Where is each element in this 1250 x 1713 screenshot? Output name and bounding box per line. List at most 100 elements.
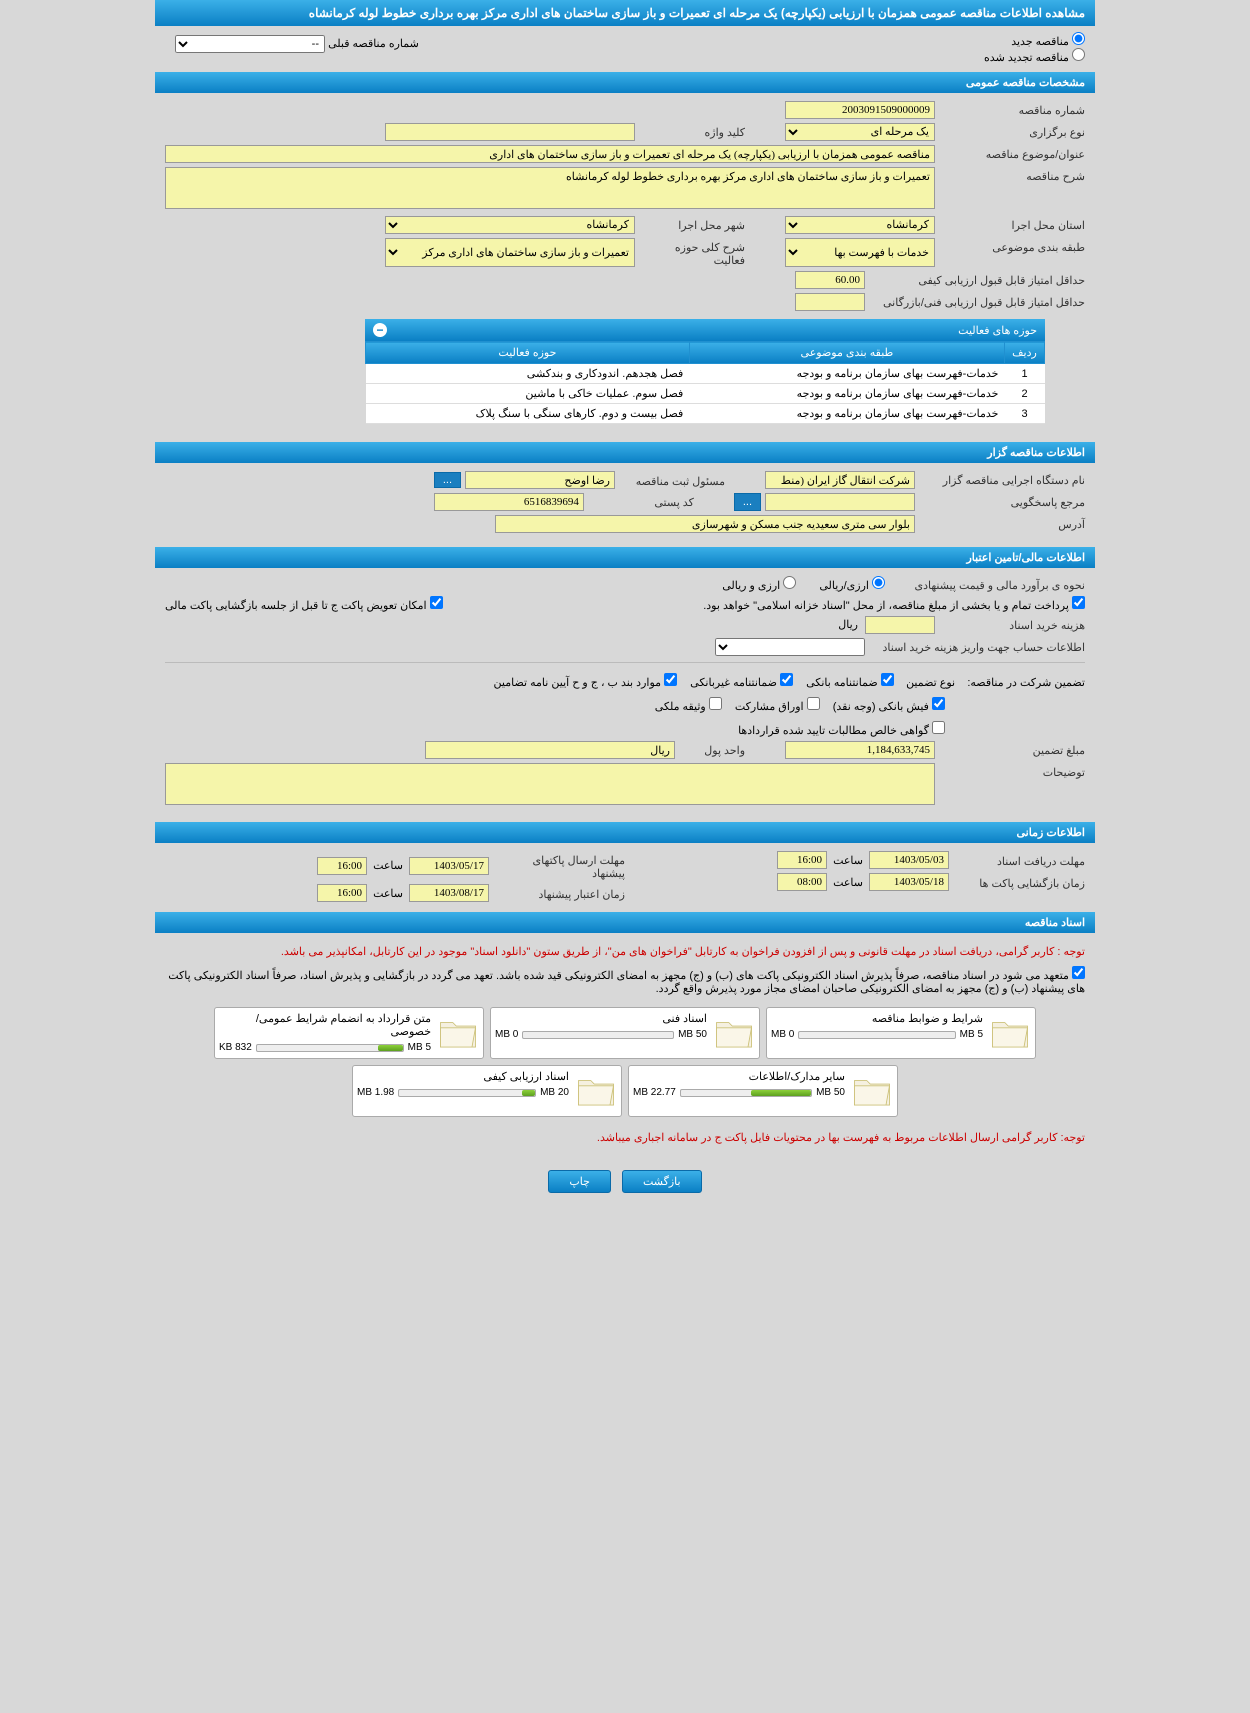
gt-shares-label: اوراق مشارکت — [735, 701, 804, 713]
commit-text: متعهد می شود در اسناد مناقصه، صرفاً پذیر… — [168, 970, 1085, 995]
chk-treasury[interactable] — [1072, 596, 1085, 609]
guarantee-amount-input[interactable] — [785, 741, 935, 759]
min-tech-input[interactable] — [795, 293, 865, 311]
subject-label: عنوان/موضوع مناقصه — [935, 145, 1085, 161]
remarks-textarea[interactable] — [165, 763, 935, 805]
keyword-input[interactable] — [385, 123, 635, 141]
unit-input[interactable] — [425, 741, 675, 759]
radio-new-tender[interactable] — [1072, 32, 1085, 45]
chk-gt-bank[interactable] — [881, 673, 894, 686]
address-input[interactable] — [495, 515, 915, 533]
prev-tender-label: شماره مناقصه قبلی — [328, 38, 419, 50]
section-general: مشخصات مناقصه عمومی — [155, 72, 1095, 93]
open-time[interactable] — [777, 873, 827, 891]
folder-icon — [437, 1012, 479, 1054]
back-button[interactable]: بازگشت — [622, 1170, 702, 1193]
open-label: زمان بازگشایی پاکت ها — [955, 874, 1085, 890]
doc-cap: 5 MB — [960, 1029, 983, 1040]
postal-input[interactable] — [434, 493, 584, 511]
chk-swap[interactable] — [430, 596, 443, 609]
table-row: 2خدمات-فهرست بهای سازمان برنامه و بودجهف… — [366, 384, 1045, 404]
min-qual-input[interactable] — [795, 271, 865, 289]
guarantee-type-label: تضمین شرکت در مناقصه: — [967, 677, 1085, 689]
activity-desc-select[interactable]: تعمیرات و باز سازی ساختمان های اداری مرک… — [385, 238, 635, 267]
radio-rial[interactable] — [872, 576, 885, 589]
gt-cases-label: موارد بند ب ، ج و ح آیین نامه تضامین — [494, 677, 661, 689]
registrar-input[interactable] — [465, 471, 615, 489]
time-label-2: ساعت — [833, 876, 863, 889]
chk-gt-cases[interactable] — [664, 673, 677, 686]
progress-bar — [256, 1044, 404, 1052]
doc-cap: 50 MB — [816, 1087, 845, 1098]
doc-cost-input[interactable] — [865, 616, 935, 634]
exec-city-label: شهر محل اجرا — [635, 216, 745, 234]
doc-title: شرایط و ضوابط مناقصه — [771, 1012, 983, 1029]
min-tech-label: حداقل امتیاز قابل قبول ارزیابی فنی/بازرگ… — [865, 293, 1085, 309]
keyword-label: کلید واژه — [635, 123, 745, 141]
estimate-label: نحوه ی برآورد مالی و قیمت پیشنهادی — [885, 576, 1085, 592]
respond-input[interactable] — [765, 493, 915, 511]
tender-no-label: شماره مناقصه — [935, 101, 1085, 117]
th-subject: طبقه بندی موضوعی — [689, 342, 1004, 364]
exec-city-select[interactable]: کرمانشاه — [385, 216, 635, 234]
folder-icon — [575, 1070, 617, 1112]
print-button[interactable]: چاپ — [548, 1170, 611, 1193]
time-label-3: ساعت — [373, 859, 403, 872]
doc-card[interactable]: اسناد ارزیابی کیفی 20 MB 1.98 MB — [352, 1065, 622, 1117]
doc-card[interactable]: سایر مدارک/اطلاعات 50 MB 22.77 MB — [628, 1065, 898, 1117]
doc-card[interactable]: شرایط و ضوابط مناقصه 5 MB 0 MB — [766, 1007, 1036, 1059]
doc-card[interactable]: متن قرارداد به انضمام شرایط عمومی/خصوصی … — [214, 1007, 484, 1059]
th-idx: ردیف — [1005, 342, 1045, 364]
currency-label: ریال — [838, 619, 858, 631]
progress-bar — [798, 1031, 955, 1039]
chk-gt-nonbank[interactable] — [780, 673, 793, 686]
doc-cost-label: هزینه خرید اسناد — [935, 616, 1085, 632]
open-date[interactable] — [869, 873, 949, 891]
chk-gt-receiv[interactable] — [932, 721, 945, 734]
radio-both[interactable] — [783, 576, 796, 589]
chk-gt-cash[interactable] — [932, 697, 945, 710]
registrar-label: مسئول ثبت مناقصه — [615, 472, 725, 488]
radio-renewed-tender[interactable] — [1072, 48, 1085, 61]
remarks-label: توضیحات — [935, 763, 1085, 779]
progress-bar — [680, 1089, 812, 1097]
doc-recv-date[interactable] — [869, 851, 949, 869]
page-title: مشاهده اطلاعات مناقصه عمومی همزمان با ار… — [155, 0, 1095, 26]
bid-send-date[interactable] — [409, 857, 489, 875]
desc-label: شرح مناقصه — [935, 167, 1085, 183]
radio-both-label: ارزی و ریالی — [722, 580, 780, 592]
respond-lookup-button[interactable]: ... — [734, 493, 761, 511]
account-select[interactable] — [715, 638, 865, 656]
doc-recv-time[interactable] — [777, 851, 827, 869]
collapse-icon[interactable]: − — [373, 323, 387, 337]
chk-gt-shares[interactable] — [807, 697, 820, 710]
doc-card[interactable]: اسناد فنی 50 MB 0 MB — [490, 1007, 760, 1059]
bid-send-label: مهلت ارسال پاکتهای پیشنهاد — [495, 851, 625, 880]
holding-type-select[interactable]: یک مرحله ای — [785, 123, 935, 141]
docs-notice-1: توجه : کاربر گرامی، دریافت اسناد در مهلت… — [165, 941, 1085, 962]
doc-used: 832 KB — [219, 1042, 252, 1053]
chk-gt-prop[interactable] — [709, 697, 722, 710]
chk-commit[interactable] — [1072, 966, 1085, 979]
doc-cap: 5 MB — [408, 1042, 431, 1053]
tender-no-input[interactable] — [785, 101, 935, 119]
activities-table: ردیف طبقه بندی موضوعی حوزه فعالیت 1خدمات… — [365, 341, 1045, 424]
doc-cap: 20 MB — [540, 1087, 569, 1098]
subject-class-select[interactable]: خدمات با فهرست بها — [785, 238, 935, 267]
registrar-lookup-button[interactable]: ... — [434, 472, 461, 488]
time-label-1: ساعت — [833, 854, 863, 867]
desc-textarea[interactable] — [165, 167, 935, 209]
bid-send-time[interactable] — [317, 857, 367, 875]
exec-province-select[interactable]: کرمانشاه — [785, 216, 935, 234]
subject-input[interactable] — [165, 145, 935, 163]
activities-title: حوزه های فعالیت — [958, 324, 1037, 337]
prev-tender-select[interactable]: -- — [175, 35, 325, 53]
valid-time[interactable] — [317, 884, 367, 902]
guarantee-amount-label: مبلغ تضمین — [935, 741, 1085, 757]
table-row: 1خدمات-فهرست بهای سازمان برنامه و بودجهف… — [366, 364, 1045, 384]
gt-receiv-label: گواهی خالص مطالبات تایید شده قراردادها — [738, 725, 929, 737]
folder-icon — [989, 1012, 1031, 1054]
valid-date[interactable] — [409, 884, 489, 902]
org-input[interactable] — [765, 471, 915, 489]
radio-rial-label: ارزی/ریالی — [819, 580, 869, 592]
